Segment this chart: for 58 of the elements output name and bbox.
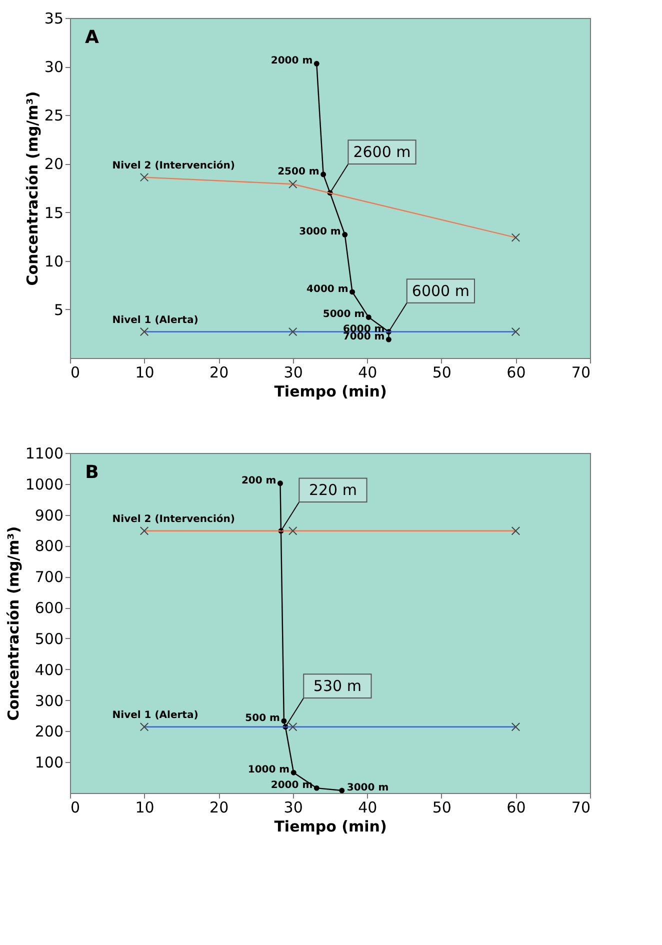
x-tick-label: 0	[70, 364, 80, 382]
annotation: 3000 m	[346, 782, 389, 794]
x-tick-label: 50	[432, 798, 452, 816]
x-tick-label: 70	[571, 798, 590, 816]
y-axis-title: Concentración (mg/m³)	[4, 526, 22, 721]
annotation: 2000 m	[270, 56, 313, 67]
annotation: B	[85, 462, 99, 483]
x-tick-label: 10	[135, 798, 154, 816]
y-tick-label: 35	[44, 10, 64, 28]
x-tick-label: 40	[358, 798, 378, 816]
series-label: Nivel 2 (Intervención)	[112, 514, 235, 525]
y-tick-label: 15	[44, 204, 64, 222]
x-tick-label: 20	[210, 798, 229, 816]
y-axis-title: Concentración (mg/m³)	[23, 91, 42, 286]
annotation: 3000 m	[299, 226, 341, 238]
annotation: 530 m	[313, 677, 362, 696]
annotation: 5000 m	[322, 309, 365, 320]
y-tick-label: 20	[44, 155, 64, 174]
y-tick-label: 1000	[25, 475, 64, 494]
x-axis-title: Tiempo (min)	[274, 382, 387, 400]
y-tick-label: 800	[34, 537, 64, 556]
x-axis-title: Tiempo (min)	[274, 818, 387, 836]
y-tick-label: 5	[54, 300, 64, 319]
annotation: 2600 m	[353, 143, 411, 162]
series-label: Nivel 1 (Alerta)	[112, 710, 198, 721]
annotation: 220 m	[308, 481, 357, 500]
annotation: 1000 m	[248, 764, 290, 776]
x-tick-label: 70	[571, 364, 590, 382]
x-tick-label: 40	[358, 364, 378, 382]
annotation: A	[85, 27, 100, 48]
y-tick-label: 200	[34, 722, 64, 741]
y-tick-label: 10	[44, 252, 64, 270]
x-tick-label: 60	[506, 798, 526, 816]
y-tick-label: 900	[34, 506, 64, 524]
x-tick-label: 0	[70, 798, 80, 816]
annotation: 6000 m	[412, 282, 470, 300]
x-tick-label: 50	[432, 364, 452, 382]
y-tick-label: 30	[44, 58, 64, 76]
x-tick-label: 20	[210, 364, 229, 382]
x-tick-label: 30	[284, 364, 303, 382]
annotation: 200 m	[241, 475, 276, 486]
y-tick-label: 700	[34, 568, 64, 586]
y-tick-label: 400	[34, 660, 64, 679]
series-label: Nivel 1 (Alerta)	[112, 314, 198, 326]
y-tick-label: 1100	[25, 444, 64, 462]
annotation: 2500 m	[278, 166, 320, 178]
annotation: 500 m	[245, 712, 280, 724]
series-label: Nivel 2 (Intervención)	[112, 160, 235, 172]
x-tick-label: 30	[284, 798, 303, 816]
annotation: 4000 m	[306, 284, 348, 295]
y-tick-label: 600	[34, 599, 64, 618]
x-tick-label: 60	[506, 364, 526, 382]
y-tick-label: 300	[34, 692, 64, 710]
x-tick-label: 10	[135, 364, 154, 382]
y-tick-label: 500	[34, 630, 64, 648]
annotation: 7000 m	[342, 332, 385, 343]
y-tick-label: 25	[44, 106, 64, 125]
y-tick-label: 100	[34, 754, 64, 772]
